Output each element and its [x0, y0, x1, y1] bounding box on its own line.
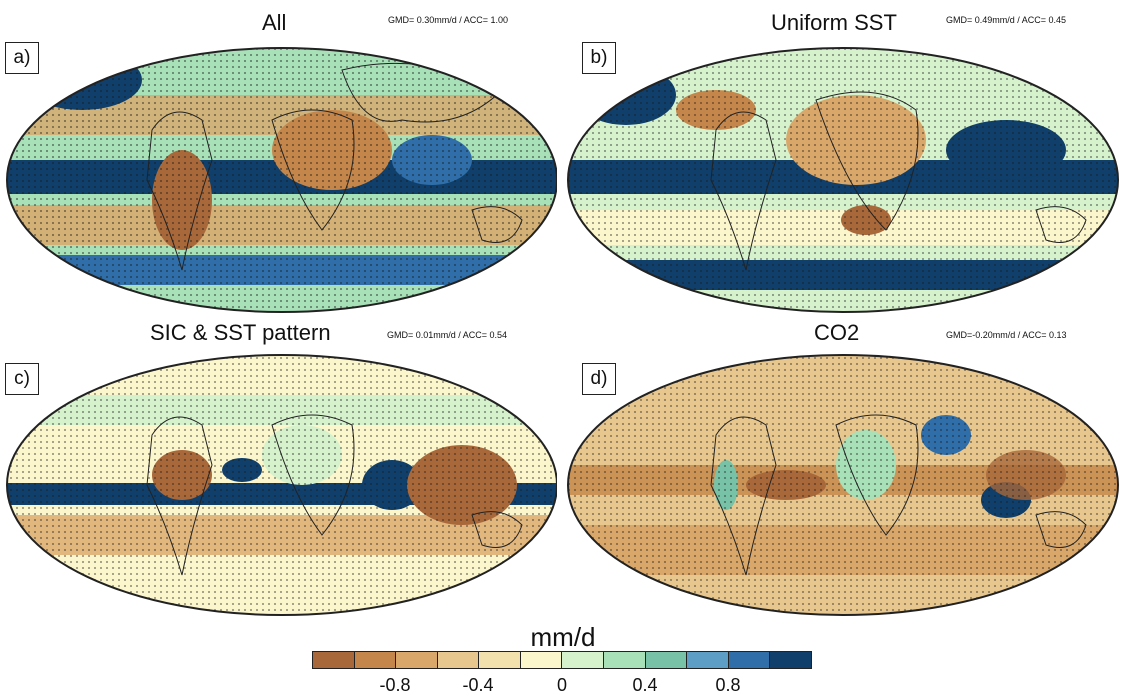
colorbar-box: [604, 652, 646, 668]
panel-stats: GMD=-0.20mm/d / ACC= 0.13: [946, 330, 1067, 340]
colorbar-box: [313, 652, 355, 668]
panel-b: b) Uniform SST GMD= 0.49mm/d / ACC= 0.45: [566, 10, 1121, 315]
panel-title: CO2: [814, 320, 859, 346]
panel-title: All: [262, 10, 286, 36]
colorbar-box: [770, 652, 811, 668]
colorbar-tick-label: -0.8: [379, 675, 410, 696]
colorbar-box: [355, 652, 397, 668]
panel-title: Uniform SST: [771, 10, 897, 36]
map-a: [2, 10, 557, 315]
panel-stats: GMD= 0.01mm/d / ACC= 0.54: [387, 330, 507, 340]
panel-letter: a): [5, 42, 39, 74]
colorbar-box: [562, 652, 604, 668]
colorbar-tick-label: 0.4: [632, 675, 657, 696]
panel-letter: d): [582, 363, 616, 395]
colorbar-tick-label: -0.4: [462, 675, 493, 696]
panel-d: d) CO2 GMD=-0.20mm/d / ACC= 0.13: [566, 325, 1121, 630]
colorbar-box: [687, 652, 729, 668]
panel-a: a) All GMD= 0.30mm/d / ACC= 1.00: [2, 10, 557, 315]
panel-stats: GMD= 0.49mm/d / ACC= 0.45: [946, 15, 1066, 25]
colorbar-box: [521, 652, 563, 668]
colorbar-box: [396, 652, 438, 668]
panel-c: c) SIC & SST pattern GMD= 0.01mm/d / ACC…: [2, 325, 557, 630]
colorbar-box: [479, 652, 521, 668]
colorbar-title: mm/d: [0, 622, 1126, 653]
colorbar: [312, 651, 812, 669]
colorbar-tick-label: 0.8: [715, 675, 740, 696]
map-c: [2, 325, 557, 630]
panel-letter: c): [5, 363, 39, 395]
map-b: [566, 10, 1121, 315]
colorbar-box: [729, 652, 771, 668]
panel-stats: GMD= 0.30mm/d / ACC= 1.00: [388, 15, 508, 25]
map-d: [566, 325, 1121, 630]
colorbar-tick-label: 0: [557, 675, 567, 696]
panel-letter: b): [582, 42, 616, 74]
colorbar-box: [438, 652, 480, 668]
colorbar-box: [646, 652, 688, 668]
panel-title: SIC & SST pattern: [150, 320, 331, 346]
